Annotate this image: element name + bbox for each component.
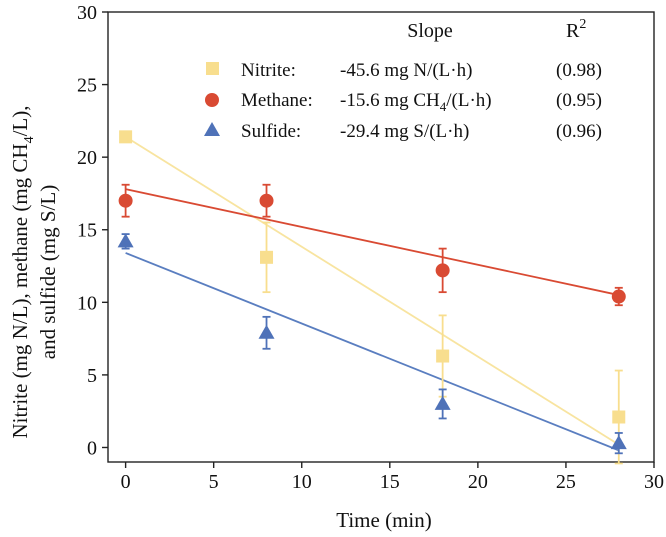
y-tick-label: 30	[77, 2, 97, 24]
marker-nitrite	[612, 410, 626, 424]
legend-slope-methane-b: /(L·h)	[446, 90, 491, 111]
point-methane	[611, 286, 626, 307]
marker-sulfide	[117, 233, 134, 248]
legend-slope-methane: -15.6 mg CH4/(L·h)	[340, 90, 492, 114]
legend-header-r2: R2	[566, 17, 586, 42]
point-nitrite	[119, 130, 133, 144]
fit-lines	[125, 136, 620, 452]
point-sulfide	[117, 233, 134, 250]
legend-label-sulfide: Sulfide:	[241, 121, 301, 142]
x-tick-label: 30	[644, 471, 664, 493]
y-axis-title-sub: 4	[22, 136, 37, 143]
marker-methane	[611, 289, 626, 304]
marker-sulfide	[434, 395, 451, 410]
point-sulfide	[434, 388, 451, 420]
fit-line-methane	[125, 188, 619, 296]
fit-line-sulfide	[125, 252, 620, 452]
point-methane	[259, 183, 274, 218]
legend-label-nitrite: Nitrite:	[241, 60, 296, 81]
svg-text:Nitrite (mg N/L), methane (mg: Nitrite (mg N/L), methane (mg CH4/L),	[8, 105, 37, 438]
fit-line-nitrite	[125, 136, 620, 446]
point-sulfide	[610, 432, 627, 455]
legend-slope-methane-sub: 4	[440, 99, 447, 114]
axes: 0 5 10 15 20 25 30 0 5 10 15 20 25 30	[77, 2, 664, 493]
y-axis-title: Nitrite (mg N/L), methane (mg CH4/L), an…	[8, 105, 60, 438]
plot-frame	[107, 11, 655, 463]
x-tick-label: 20	[468, 471, 488, 493]
legend-header-r2-sup: 2	[579, 17, 586, 32]
marker-methane	[435, 263, 450, 278]
y-tick-label: 20	[77, 147, 97, 169]
y-tick-label: 10	[77, 292, 97, 314]
marker-sulfide	[258, 324, 275, 339]
y-axis-title-line1a: Nitrite (mg N/L), methane (mg CH	[8, 143, 32, 438]
marker-methane	[118, 193, 133, 208]
y-tick-label: 0	[87, 437, 97, 459]
legend-r2-nitrite: (0.98)	[556, 60, 602, 81]
marker-nitrite	[436, 349, 450, 363]
y-axis-title-line1b: /L),	[8, 105, 32, 136]
legend-header-slope: Slope	[407, 20, 453, 42]
legend: Nitrite: -45.6 mg N/(L·h) (0.98) Methane…	[204, 60, 602, 142]
y-tick-label: 15	[77, 220, 97, 242]
legend-row-nitrite: Nitrite: -45.6 mg N/(L·h) (0.98)	[206, 60, 602, 81]
point-nitrite	[436, 314, 450, 398]
point-sulfide	[258, 315, 275, 350]
data-marks	[117, 130, 627, 465]
svg-text:and sulfide (mg S/L): and sulfide (mg S/L)	[36, 185, 60, 359]
x-tick-label: 5	[209, 471, 219, 493]
marker-sulfide	[610, 435, 627, 450]
legend-slope-nitrite: -45.6 mg N/(L·h)	[340, 60, 472, 81]
y-tick-label: 5	[87, 365, 97, 387]
marker-nitrite	[260, 250, 274, 264]
legend-slope-methane-a: -15.6 mg CH	[340, 90, 440, 111]
point-methane	[118, 183, 133, 218]
x-axis-title: Time (min)	[336, 508, 431, 532]
legend-slope-sulfide: -29.4 mg S/(L·h)	[340, 121, 469, 142]
legend-marker-sulfide	[204, 122, 220, 136]
y-axis-title-line2: and sulfide (mg S/L)	[36, 185, 60, 359]
legend-r2-methane: (0.95)	[556, 90, 602, 111]
point-nitrite	[260, 221, 274, 294]
marker-methane	[259, 193, 274, 208]
x-tick-label: 15	[380, 471, 400, 493]
legend-row-sulfide: Sulfide: -29.4 mg S/(L·h) (0.96)	[204, 121, 602, 142]
legend-r2-sulfide: (0.96)	[556, 121, 602, 142]
legend-label-methane: Methane:	[241, 90, 313, 111]
legend-header-r2-base: R	[566, 20, 580, 42]
y-tick-label: 25	[77, 75, 97, 97]
x-tick-label: 25	[556, 471, 576, 493]
legend-marker-methane	[205, 93, 219, 107]
marker-nitrite	[119, 130, 133, 144]
legend-marker-nitrite	[206, 62, 219, 75]
legend-row-methane: Methane: -15.6 mg CH4/(L·h) (0.95)	[205, 90, 602, 114]
x-tick-label: 10	[292, 471, 312, 493]
point-methane	[435, 247, 450, 294]
x-tick-label: 0	[121, 471, 131, 493]
